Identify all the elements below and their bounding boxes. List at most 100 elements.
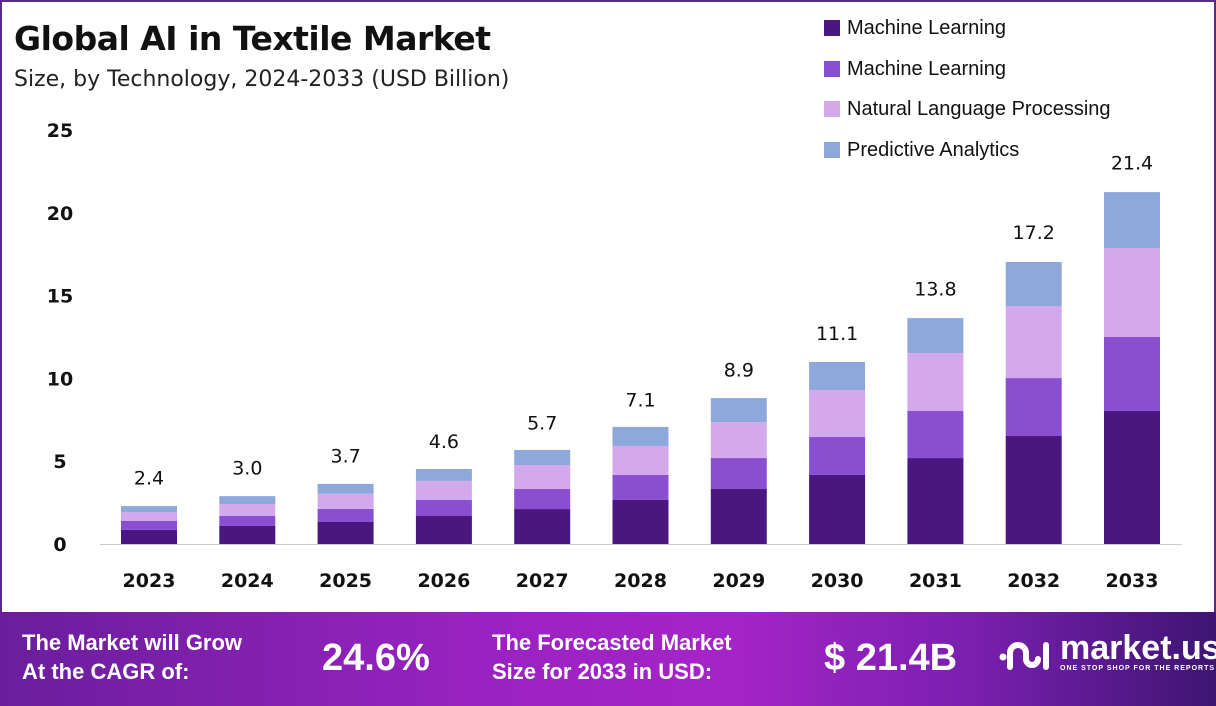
data-label: 3.0 [232, 457, 262, 479]
bar-segment [612, 474, 669, 500]
bar-segment [612, 426, 669, 446]
data-label: 3.7 [330, 446, 360, 468]
bar-segment [612, 445, 669, 475]
data-label: 21.4 [1111, 153, 1153, 175]
x-tick-label: 2026 [417, 570, 470, 592]
cagr-label: The Market will Grow At the CAGR of: [22, 628, 242, 686]
cagr-value: 24.6% [322, 637, 430, 679]
legend-swatch [824, 101, 840, 118]
bar-segment [415, 468, 472, 481]
legend: Machine Learning Machine Learning Natura… [824, 8, 1111, 170]
cagr-label-line: The Market will Grow [22, 630, 243, 655]
logo-tagline: ONE STOP SHOP FOR THE REPORTS [1060, 665, 1216, 672]
forecast-label: The Forecasted Market Size for 2033 in U… [492, 628, 732, 686]
bar-segment [1005, 261, 1062, 307]
legend-item: Predictive Analytics [824, 130, 1019, 171]
bar-segment [415, 499, 472, 517]
logo-icon [999, 641, 1049, 670]
data-label: 2.4 [134, 467, 164, 489]
x-tick-label: 2030 [811, 570, 864, 592]
bar-segment [1005, 306, 1062, 379]
forecast-label-line: The Forecasted Market [492, 630, 732, 655]
data-label: 13.8 [914, 278, 956, 300]
x-tick-label: 2031 [909, 570, 962, 592]
data-label: 5.7 [527, 413, 557, 435]
x-tick-label: 2027 [516, 570, 569, 592]
bar-segment [1104, 411, 1160, 544]
bar-segment [907, 318, 964, 354]
x-tick-label: 2028 [614, 570, 667, 592]
bar-segment [809, 362, 866, 390]
y-tick-label: 25 [47, 120, 73, 142]
y-tick-label: 10 [47, 368, 73, 390]
bar-segment [121, 506, 177, 513]
bar-segment [809, 474, 866, 544]
y-tick-label: 5 [53, 451, 66, 473]
bar-segment [514, 509, 571, 544]
summary-banner: The Market will Grow At the CAGR of: 24.… [0, 612, 1216, 706]
bar-segment [415, 516, 472, 544]
bar-segment [907, 411, 964, 459]
data-label: 7.1 [625, 389, 655, 411]
legend-swatch [824, 20, 840, 37]
x-tick-label: 2033 [1106, 570, 1159, 592]
legend-label: Machine Learning [847, 57, 1006, 80]
data-label: 4.6 [429, 431, 459, 453]
forecast-value: $ 21.4B [824, 637, 958, 679]
bar-segment [1005, 378, 1062, 437]
bar-segment [809, 437, 866, 475]
logo-text: market.us [1060, 629, 1216, 667]
bar-segment [121, 512, 177, 521]
x-tick-label: 2029 [712, 570, 765, 592]
bar-segment [219, 504, 276, 517]
chart-title: Global AI in Textile Market [14, 19, 491, 58]
chart-plot: 05101520252.420233.020243.720254.620265.… [47, 120, 1182, 592]
bar-segment [121, 520, 177, 530]
cagr-label-line: At the CAGR of: [22, 659, 190, 684]
bar-segment [809, 389, 866, 438]
bar-segment [317, 508, 374, 522]
bar-segment [710, 398, 767, 423]
bar-segment [514, 465, 571, 490]
y-tick-label: 20 [47, 203, 73, 225]
bar-segment [1104, 248, 1160, 337]
y-tick-label: 0 [53, 534, 66, 556]
bar-segment [514, 449, 571, 466]
x-tick-label: 2032 [1007, 570, 1060, 592]
bar-segment [219, 525, 276, 544]
bar-segment [907, 353, 964, 412]
bar-segment [121, 529, 177, 544]
legend-label: Predictive Analytics [847, 138, 1020, 161]
bar-segment [1104, 337, 1160, 412]
bar-segment [317, 493, 374, 509]
legend-item: Natural Language Processing [824, 89, 1111, 130]
bar-segment [1005, 436, 1062, 544]
legend-label: Natural Language Processing [847, 98, 1111, 121]
bar-segment [219, 516, 276, 526]
bar-segment [514, 489, 571, 510]
bar-segment [612, 499, 669, 544]
bar-segment [317, 521, 374, 544]
bar-segment [710, 422, 767, 459]
y-tick-label: 15 [47, 286, 73, 308]
x-tick-label: 2023 [123, 570, 176, 592]
bar-segment [907, 458, 964, 544]
market-us-logo: market.us ONE STOP SHOP FOR THE REPORTS [998, 629, 1216, 673]
forecast-label-line: Size for 2033 in USD: [492, 659, 713, 684]
bar-segment [219, 496, 276, 505]
data-label: 11.1 [816, 323, 858, 345]
x-tick-label: 2025 [319, 570, 372, 592]
data-label: 8.9 [724, 360, 754, 382]
legend-item: Machine Learning [824, 8, 1006, 49]
data-label: 17.2 [1013, 222, 1055, 244]
legend-label: Machine Learning [847, 17, 1006, 40]
bar-segment [415, 480, 472, 500]
chart-subtitle: Size, by Technology, 2024-2033 (USD Bill… [14, 67, 510, 92]
legend-swatch [824, 141, 840, 158]
bar-segment [1104, 192, 1160, 249]
x-tick-label: 2024 [221, 570, 274, 592]
legend-item: Machine Learning [824, 49, 1006, 90]
bar-segment [710, 458, 767, 490]
bar-segment [710, 489, 767, 544]
bar-segment [317, 483, 374, 494]
